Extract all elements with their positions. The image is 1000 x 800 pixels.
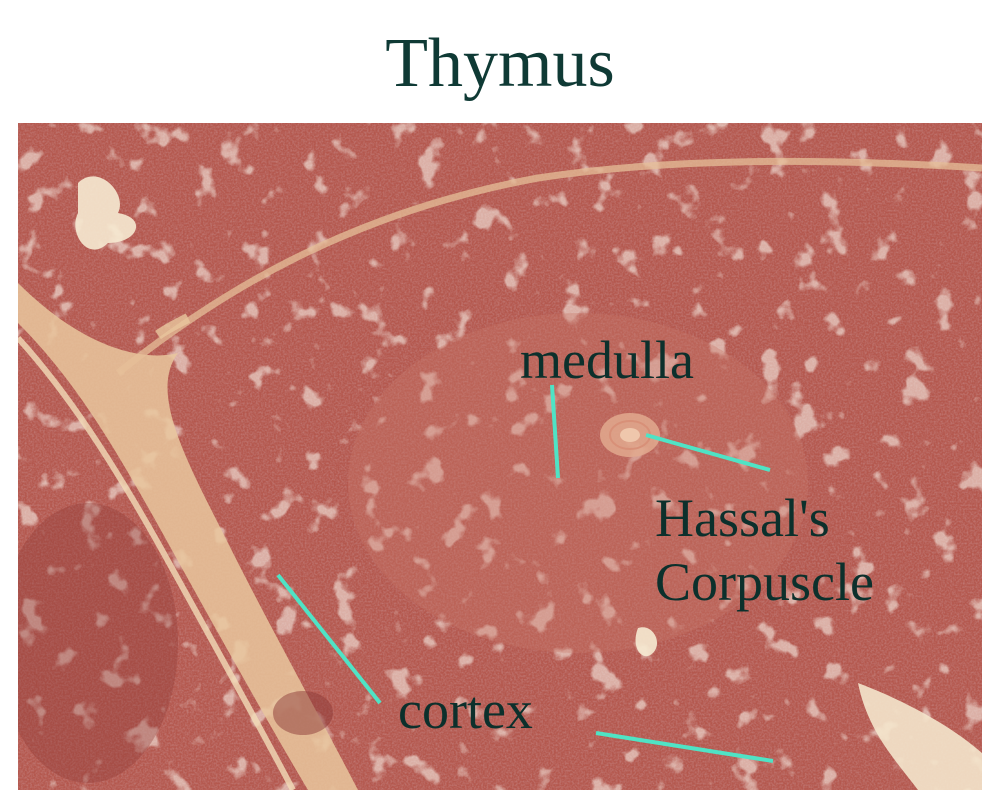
label-hassals-corpuscle: Hassal's Corpuscle [655,486,975,614]
thymus-micrograph [18,123,982,790]
label-hassal-line1: Hassal's [655,488,830,548]
page-title: Thymus [385,25,615,102]
label-hassal-line2: Corpuscle [655,552,874,612]
cortex-pointer-line-left [276,573,382,705]
medulla-pointer-line [550,384,560,479]
label-cortex: cortex [398,680,533,740]
label-medulla: medulla [520,330,694,390]
hassal-pointer-line [645,433,771,472]
cortex-pointer-line-right [595,731,774,763]
